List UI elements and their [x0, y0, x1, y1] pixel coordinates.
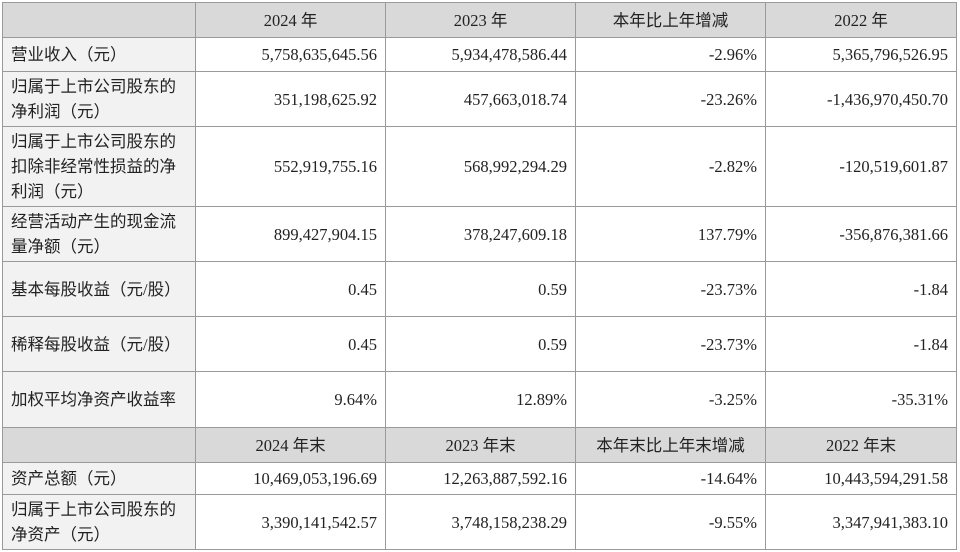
value-cell: -3.25%	[575, 371, 766, 428]
value-cell: 351,198,625.92	[195, 71, 386, 127]
column-header: 2024 年末	[195, 427, 386, 463]
data-row: 营业收入（元） 5,758,635,645.56 5,934,478,586.44-…	[2, 37, 957, 72]
row-label: 归属于上市公司股东的净资产（元）	[2, 494, 196, 550]
value-cell: 9.64%	[195, 371, 386, 428]
value-cell: 899,427,904.15	[195, 206, 386, 262]
value-cell: -23.26%	[575, 71, 766, 127]
row-label: 营业收入（元）	[2, 37, 196, 72]
value-cell: -1.84	[765, 316, 957, 372]
column-header: 2023 年末	[385, 427, 576, 463]
data-row: 经营活动产生的现金流量净额（元） 899,427,904.15 378,247,60…	[2, 206, 957, 262]
column-header: 2022 年	[765, 2, 957, 38]
value-cell: -9.55%	[575, 494, 766, 550]
value-cell: -1.84	[765, 261, 957, 317]
value-cell: 5,365,796,526.95	[765, 37, 957, 72]
value-cell: 0.45	[195, 261, 386, 317]
data-row: 基本每股收益（元/股） 0.45 0.59 -23.73% -1.84	[2, 261, 957, 317]
value-cell: 568,992,294.29	[385, 126, 576, 207]
value-cell: -35.31%	[765, 371, 957, 428]
header-corner	[2, 427, 196, 463]
row-label: 归属于上市公司股东的扣除非经常性损益的净利润（元）	[2, 126, 196, 207]
column-header: 2023 年	[385, 2, 576, 38]
value-cell: 0.59	[385, 261, 576, 317]
row-label: 资产总额（元）	[2, 462, 196, 495]
value-cell: 3,347,941,383.10	[765, 494, 957, 550]
header-row: 2024 年 2023 年本年比上年增减 2022 年	[2, 2, 957, 38]
value-cell: -356,876,381.66	[765, 206, 957, 262]
row-label: 归属于上市公司股东的净利润（元）	[2, 71, 196, 127]
row-label: 基本每股收益（元/股）	[2, 261, 196, 317]
value-cell: 0.45	[195, 316, 386, 372]
value-cell: -1,436,970,450.70	[765, 71, 957, 127]
value-cell: 12.89%	[385, 371, 576, 428]
data-row: 稀释每股收益（元/股） 0.45 0.59 -23.73% -1.84	[2, 316, 957, 372]
data-row: 加权平均净资产收益率 9.64% 12.89% -3.25% -35.31%	[2, 371, 957, 428]
value-cell: 552,919,755.16	[195, 126, 386, 207]
value-cell: 3,390,141,542.57	[195, 494, 386, 550]
value-cell: -2.82%	[575, 126, 766, 207]
row-label: 经营活动产生的现金流量净额（元）	[2, 206, 196, 262]
header-corner	[2, 2, 196, 38]
data-row: 归属于上市公司股东的净资产（元） 3,390,141,542.57 3,748,15…	[2, 494, 957, 550]
value-cell: 0.59	[385, 316, 576, 372]
column-header: 本年末比上年末增减	[575, 427, 766, 463]
column-header: 2022 年末	[765, 427, 957, 463]
column-header: 2024 年	[195, 2, 386, 38]
value-cell: -23.73%	[575, 261, 766, 317]
data-row: 归属于上市公司股东的净利润（元） 351,198,625.92 457,663,01…	[2, 71, 957, 127]
row-label: 稀释每股收益（元/股）	[2, 316, 196, 372]
data-row: 资产总额（元） 10,469,053,196.69 12,263,887,592.1…	[2, 462, 957, 495]
column-header: 本年比上年增减	[575, 2, 766, 38]
value-cell: 10,469,053,196.69	[195, 462, 386, 495]
value-cell: 3,748,158,238.29	[385, 494, 576, 550]
value-cell: 137.79%	[575, 206, 766, 262]
value-cell: 378,247,609.18	[385, 206, 576, 262]
data-row: 归属于上市公司股东的扣除非经常性损益的净利润（元） 552,919,755.16 5…	[2, 126, 957, 207]
value-cell: 10,443,594,291.58	[765, 462, 957, 495]
row-label: 加权平均净资产收益率	[2, 371, 196, 428]
value-cell: 457,663,018.74	[385, 71, 576, 127]
value-cell: 12,263,887,592.16	[385, 462, 576, 495]
value-cell: 5,934,478,586.44	[385, 37, 576, 72]
value-cell: -14.64%	[575, 462, 766, 495]
value-cell: -2.96%	[575, 37, 766, 72]
header-row: 2024 年末 2023 年末 本年末比上年末增减 2022 年末	[2, 427, 957, 463]
value-cell: -23.73%	[575, 316, 766, 372]
value-cell: -120,519,601.87	[765, 126, 957, 207]
value-cell: 5,758,635,645.56	[195, 37, 386, 72]
